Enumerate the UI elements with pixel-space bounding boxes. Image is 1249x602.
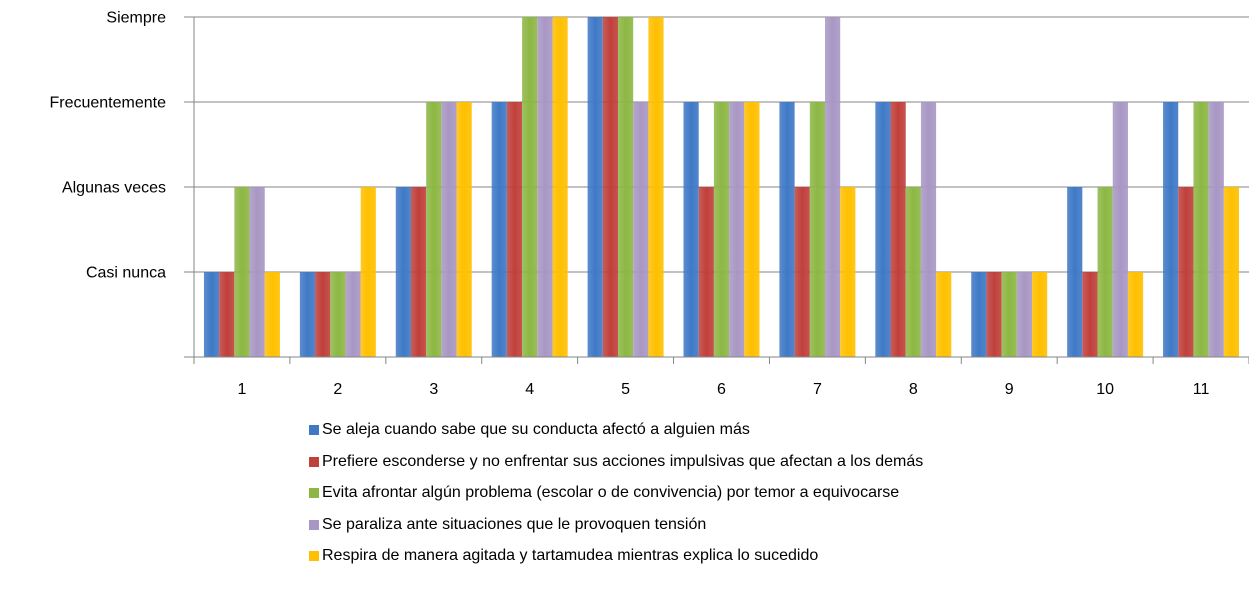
bar-series-2-cat-4 (506, 102, 523, 357)
x-tick-label: 8 (909, 381, 918, 398)
legend-swatch (309, 551, 319, 561)
bar-series-4-cat-1 (249, 187, 265, 357)
bar-series-1-cat-3 (395, 187, 411, 357)
axes (184, 16, 1249, 364)
bar-series-5-cat-7 (840, 187, 856, 357)
y-tick-label: Algunas veces (62, 180, 166, 197)
legend: Se aleja cuando sabe que su conducta afe… (309, 420, 923, 578)
bar-series-5-cat-2 (360, 187, 376, 357)
bar-series-4-cat-8 (920, 102, 937, 357)
bar-series-2-cat-11 (1178, 187, 1194, 357)
legend-label: Se paraliza ante situaciones que le prov… (322, 515, 707, 533)
x-tick-label: 1 (237, 381, 246, 398)
bar-series-3-cat-6 (713, 102, 730, 357)
bars (203, 17, 1240, 357)
x-tick-label: 6 (717, 381, 726, 398)
x-tick-label: 9 (1005, 381, 1014, 398)
x-tick-label: 11 (1193, 381, 1210, 398)
bar-series-5-cat-5 (648, 17, 664, 357)
bar-series-1-cat-1 (203, 272, 220, 357)
bar-series-2-cat-7 (794, 187, 810, 357)
bar-series-3-cat-1 (234, 187, 250, 357)
y-tick-labels: Casi nunca Algunas veces Frecuentemente Sie… (49, 10, 166, 282)
bar-series-3-cat-10 (1097, 187, 1113, 357)
legend-swatch (309, 519, 319, 530)
bar-series-2-cat-3 (410, 187, 427, 357)
bar-series-3-cat-5 (617, 17, 634, 357)
bar-series-1-cat-5 (587, 17, 603, 357)
bar-series-5-cat-9 (1032, 272, 1048, 357)
bar-series-5-cat-10 (1127, 272, 1144, 357)
legend-label: Prefiere esconderse y no enfrentar sus a… (322, 452, 924, 470)
x-tick-label: 3 (429, 381, 438, 398)
legend-label: Respira de manera agitada y tartamudea m… (322, 547, 819, 564)
bar-series-3-cat-2 (330, 272, 346, 357)
y-tick-label: Frecuentemente (49, 95, 166, 112)
bar-series-5-cat-3 (456, 102, 472, 357)
x-tick-label: 10 (1096, 381, 1114, 398)
bar-series-4-cat-6 (729, 102, 745, 357)
legend-item: Prefiere esconderse y no enfrentar sus a… (309, 452, 923, 472)
legend-label: Se aleja cuando sabe que su conducta afe… (322, 421, 750, 438)
bar-series-3-cat-9 (1001, 272, 1017, 357)
x-tick-label: 7 (813, 381, 822, 398)
bar-series-2-cat-10 (1082, 272, 1098, 357)
legend-item: Respira de manera agitada y tartamudea m… (309, 546, 923, 566)
bar-series-4-cat-5 (633, 102, 649, 357)
bar-series-5-cat-1 (264, 272, 280, 357)
bar-series-4-cat-11 (1208, 102, 1224, 357)
bar-series-2-cat-5 (602, 17, 618, 357)
bar-chart: Casi nunca Algunas veces Frecuentemente Sie… (49, 10, 1249, 398)
bar-series-4-cat-4 (537, 17, 553, 357)
bar-series-1-cat-4 (491, 102, 507, 357)
bar-series-2-cat-6 (698, 187, 714, 357)
bar-series-2-cat-9 (986, 272, 1002, 357)
bar-series-1-cat-9 (971, 272, 987, 357)
bar-series-3-cat-3 (426, 102, 442, 357)
bar-series-1-cat-11 (1163, 102, 1179, 357)
bar-series-1-cat-7 (779, 102, 795, 357)
bar-series-3-cat-7 (809, 102, 826, 357)
bar-series-3-cat-11 (1193, 102, 1209, 357)
legend-swatch (309, 488, 319, 498)
legend-item: Se paraliza ante situaciones que le prov… (309, 515, 923, 535)
bar-series-4-cat-10 (1112, 102, 1128, 357)
bar-series-1-cat-10 (1067, 187, 1083, 357)
x-tick-labels: 1 2 3 4 5 6 7 8 9 10 11 (237, 381, 1209, 398)
bar-series-4-cat-9 (1016, 272, 1033, 357)
bar-series-3-cat-4 (522, 17, 538, 357)
legend-item: Evita afrontar algún problema (escolar o… (309, 483, 923, 503)
bar-series-3-cat-8 (905, 187, 921, 357)
bar-series-5-cat-4 (552, 17, 568, 357)
x-tick-label: 5 (621, 381, 630, 398)
legend-swatch (309, 456, 319, 467)
bar-series-1-cat-2 (299, 272, 316, 357)
x-tick-label: 4 (525, 381, 534, 398)
bar-series-2-cat-2 (315, 272, 331, 357)
bar-series-4-cat-3 (441, 102, 457, 357)
y-tick-label: Casi nunca (86, 265, 166, 282)
bar-series-5-cat-6 (744, 102, 760, 357)
bar-series-1-cat-6 (683, 102, 699, 357)
bar-series-2-cat-1 (219, 272, 235, 357)
bar-series-1-cat-8 (875, 102, 891, 357)
legend-item: Se aleja cuando sabe que su conducta afe… (309, 420, 923, 440)
bar-series-4-cat-2 (345, 272, 361, 357)
x-tick-label: 2 (333, 381, 342, 398)
bar-series-5-cat-8 (936, 272, 952, 357)
y-tick-label: Siempre (106, 10, 166, 27)
legend-swatch (309, 425, 319, 435)
bar-series-4-cat-7 (825, 17, 841, 357)
bar-series-5-cat-11 (1223, 187, 1240, 357)
bar-series-2-cat-8 (890, 102, 906, 357)
legend-label: Evita afrontar algún problema (escolar o… (322, 484, 900, 501)
